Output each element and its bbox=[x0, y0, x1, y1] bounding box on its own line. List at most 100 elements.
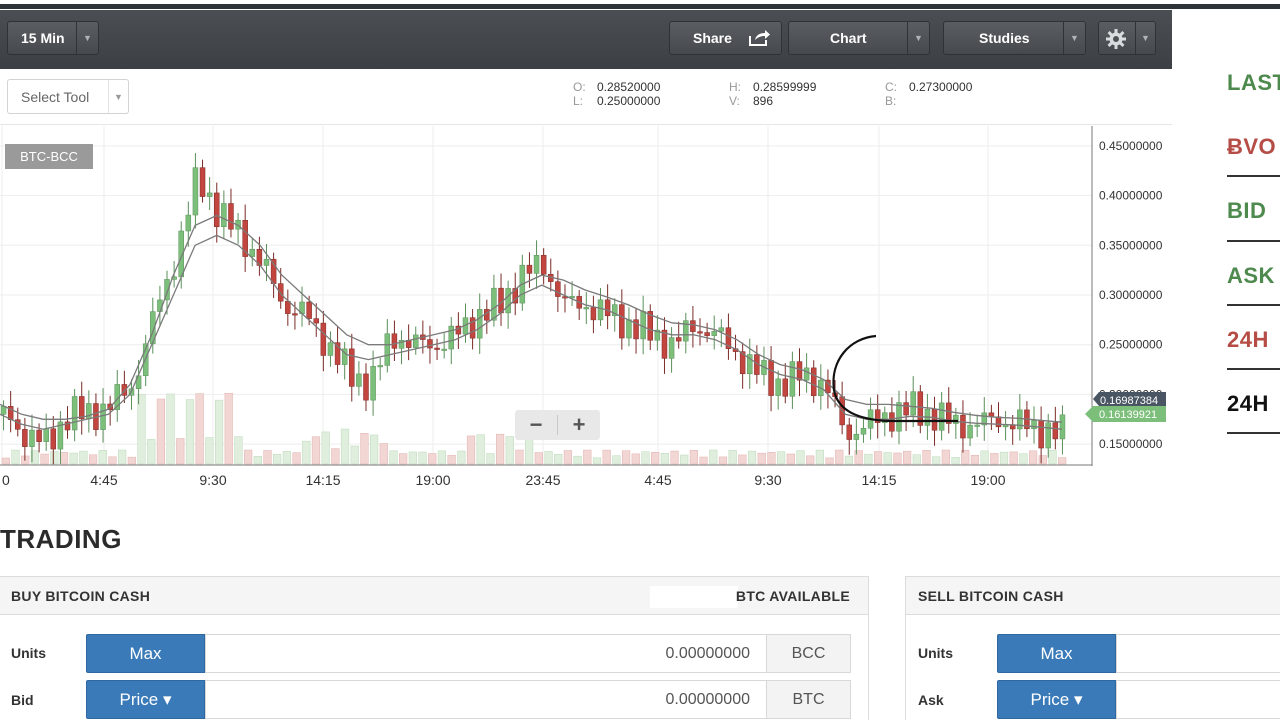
candle-body bbox=[320, 322, 327, 356]
volume-bar bbox=[30, 450, 40, 465]
volume-bar bbox=[447, 455, 456, 465]
candle-body bbox=[228, 203, 234, 230]
volume-bar bbox=[670, 450, 679, 465]
interval-dropdown[interactable]: 15 Min ▼ bbox=[7, 21, 99, 55]
volume-bar bbox=[457, 450, 466, 465]
select-tool-dropdown[interactable]: Select Tool ▼ bbox=[7, 79, 129, 114]
volume-bar bbox=[825, 457, 834, 465]
candle-body bbox=[597, 299, 604, 321]
chevron-down-icon: ▼ bbox=[1135, 22, 1155, 54]
candle-body bbox=[391, 333, 398, 349]
candle-body bbox=[413, 334, 419, 348]
candle-body bbox=[78, 396, 85, 420]
units-input[interactable] bbox=[1116, 634, 1280, 673]
candle-body bbox=[263, 258, 270, 266]
candle-body bbox=[882, 412, 888, 423]
time-tick-label: 0 bbox=[2, 472, 10, 488]
sell-panel-header: SELL BITCOIN CASH bbox=[906, 577, 1280, 615]
price-tick-label: 0.30000000 bbox=[1099, 288, 1163, 302]
ask-input[interactable] bbox=[1116, 680, 1280, 719]
volume-bar bbox=[544, 451, 553, 465]
volume-bar bbox=[709, 449, 718, 465]
zoom-out-button[interactable]: − bbox=[529, 412, 543, 437]
chart-toolbar: 15 Min ▼ Share Chart ▼ Studies ▼ bbox=[0, 10, 1172, 69]
current-price-tag bbox=[1085, 406, 1166, 422]
volume-bar bbox=[903, 450, 912, 465]
bid-input[interactable]: 0.00000000 bbox=[205, 680, 767, 719]
candle-body bbox=[803, 367, 810, 381]
zoom-in-button[interactable]: + bbox=[572, 412, 586, 437]
candle-body bbox=[334, 342, 341, 365]
volume-bar bbox=[418, 451, 427, 465]
time-tick-label: 19:00 bbox=[415, 472, 450, 488]
volume-bar bbox=[321, 431, 330, 465]
units-input[interactable]: 0.00000000 bbox=[205, 634, 767, 673]
candle-body bbox=[1017, 409, 1023, 430]
candle-body bbox=[491, 287, 497, 321]
candle-body bbox=[711, 331, 717, 336]
chart-type-dropdown[interactable]: Chart ▼ bbox=[788, 21, 930, 55]
volume-bar bbox=[602, 449, 611, 465]
candle-body bbox=[249, 248, 256, 257]
price-chart[interactable]: 0.45000000 0.40000000 0.35000000 0.30000000… bbox=[0, 0, 1172, 495]
time-tick-label: 14:15 bbox=[861, 472, 896, 488]
open-key: O: bbox=[573, 80, 586, 94]
candle-body bbox=[121, 384, 128, 396]
sell-title: SELL BITCOIN CASH bbox=[918, 588, 1064, 604]
candle-body bbox=[0, 406, 7, 415]
candle-body bbox=[199, 167, 206, 197]
buy-panel-header: BUY BITCOIN CASH BTC AVAILABLE bbox=[0, 577, 868, 615]
volume-bar bbox=[583, 449, 592, 465]
units-label: Units bbox=[918, 645, 953, 661]
volume-bar bbox=[806, 455, 815, 465]
candle-body bbox=[1031, 420, 1037, 430]
candle-body bbox=[739, 351, 746, 375]
volume-bar bbox=[156, 398, 165, 465]
units-label: Units bbox=[11, 645, 46, 661]
stat-24h-volume: 24H bbox=[1227, 391, 1269, 416]
volume-bar bbox=[176, 438, 185, 465]
studies-dropdown[interactable]: Studies ▼ bbox=[943, 21, 1086, 55]
chevron-down-icon: ▼ bbox=[907, 22, 929, 54]
ohlc-close: C: 0.27300000 B: bbox=[885, 80, 972, 108]
candle-body bbox=[285, 300, 291, 314]
candle-body bbox=[775, 378, 781, 396]
volume-bar bbox=[777, 451, 786, 465]
gear-icon bbox=[1105, 28, 1127, 53]
candle-body bbox=[441, 348, 447, 351]
volume-bar bbox=[282, 451, 291, 465]
candle-body bbox=[718, 327, 725, 332]
candle-body bbox=[910, 391, 916, 416]
volume-bar bbox=[389, 450, 398, 465]
share-button[interactable]: Share bbox=[669, 21, 782, 55]
price-dropdown[interactable]: Price ▾ bbox=[86, 680, 205, 719]
max-button[interactable]: Max bbox=[997, 634, 1116, 673]
volume-bar bbox=[40, 453, 49, 465]
chart-label: Chart bbox=[830, 30, 867, 46]
chevron-down-icon: ▼ bbox=[1063, 22, 1085, 54]
share-label: Share bbox=[693, 30, 732, 46]
settings-dropdown[interactable]: ▼ bbox=[1098, 21, 1156, 55]
volume-bar bbox=[573, 455, 582, 465]
candle-body bbox=[590, 307, 597, 321]
current-price-tag-text: 0.16139921 bbox=[1099, 409, 1157, 421]
volume-bar bbox=[244, 449, 253, 465]
close-value: 0.27300000 bbox=[909, 80, 973, 94]
volume-bar bbox=[224, 392, 233, 465]
volume-bar bbox=[1058, 457, 1067, 465]
volume-bar bbox=[98, 450, 107, 465]
candle-body bbox=[725, 327, 732, 349]
low-value: 0.25000000 bbox=[597, 94, 661, 108]
volume-bar bbox=[302, 440, 311, 465]
price-dropdown[interactable]: Price ▾ bbox=[997, 680, 1116, 719]
studies-label: Studies bbox=[979, 30, 1030, 46]
candle-body bbox=[661, 329, 668, 359]
chevron-down-icon: ▼ bbox=[76, 22, 98, 54]
volume-bar bbox=[1048, 449, 1057, 465]
volume-bar bbox=[253, 456, 262, 465]
volume-bar bbox=[1038, 455, 1047, 465]
volume-bar bbox=[728, 450, 737, 465]
max-button[interactable]: Max bbox=[86, 634, 205, 673]
price-tick-label: 0.15000000 bbox=[1099, 437, 1163, 451]
moving-average-slow bbox=[0, 214, 1063, 423]
